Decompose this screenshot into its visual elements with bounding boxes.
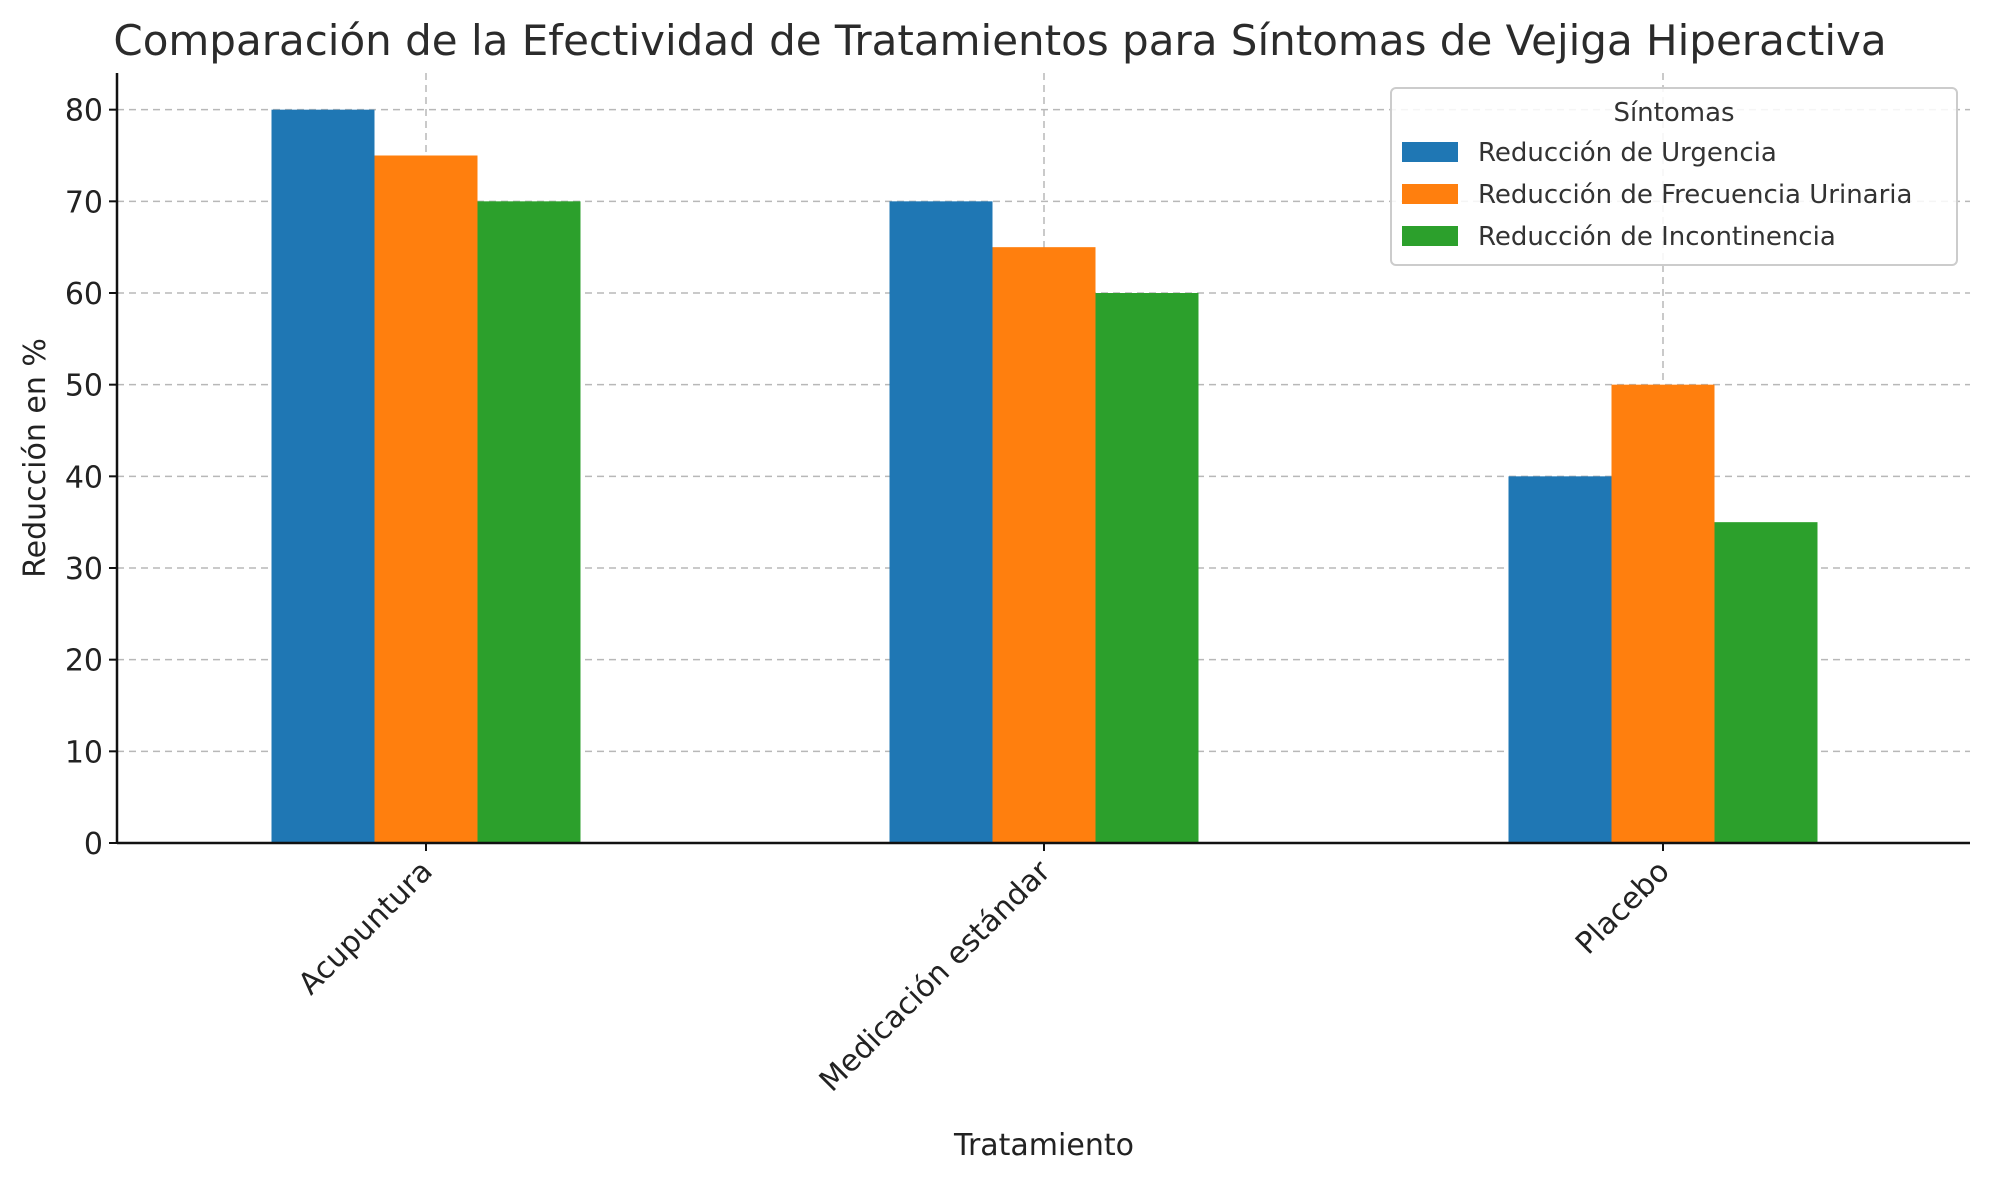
- bar: [477, 201, 581, 844]
- y-axis-ticks: 0 10 20 30 40 50 60 70 80: [65, 94, 117, 862]
- bar: [1508, 476, 1612, 843]
- legend-swatch: [1402, 184, 1458, 204]
- legend-label: Reducción de Incontinencia: [1478, 222, 1836, 252]
- x-tick-label: Medicación estándar: [813, 853, 1058, 1098]
- bars: [271, 109, 1818, 844]
- bar: [1095, 293, 1199, 843]
- legend-label: Reducción de Frecuencia Urinaria: [1478, 180, 1912, 210]
- legend: Síntomas Reducción de Urgencia Reducción …: [1390, 87, 1958, 266]
- y-tick-label: 60: [65, 277, 103, 312]
- bar: [889, 201, 993, 844]
- bar: [1714, 522, 1818, 843]
- bar: [271, 109, 375, 843]
- x-tick-label: Placebo: [1569, 854, 1677, 962]
- x-axis-ticks: Acupuntura Medicación estándar Placebo: [292, 843, 1677, 1099]
- legend-label: Reducción de Urgencia: [1478, 138, 1777, 168]
- y-tick-label: 70: [65, 185, 103, 220]
- bar: [374, 155, 478, 843]
- y-axis-title: Reducción en %: [18, 338, 53, 578]
- x-tick-label: Acupuntura: [292, 854, 440, 1002]
- bar: [992, 247, 1096, 843]
- y-tick-label: 10: [65, 735, 103, 770]
- y-tick-label: 80: [65, 94, 103, 129]
- bar: [1611, 384, 1715, 843]
- legend-frame: [1390, 87, 1958, 266]
- legend-title: Síntomas: [1613, 98, 1734, 128]
- y-tick-label: 50: [65, 369, 103, 404]
- y-tick-label: 30: [65, 552, 103, 587]
- legend-swatch: [1402, 226, 1458, 246]
- y-tick-label: 20: [65, 644, 103, 679]
- legend-swatch: [1402, 142, 1458, 162]
- y-tick-label: 0: [84, 827, 103, 862]
- chart-title: Comparación de la Efectividad de Tratami…: [113, 16, 1886, 65]
- x-axis-title: Tratamiento: [953, 1128, 1134, 1163]
- y-tick-label: 40: [65, 460, 103, 495]
